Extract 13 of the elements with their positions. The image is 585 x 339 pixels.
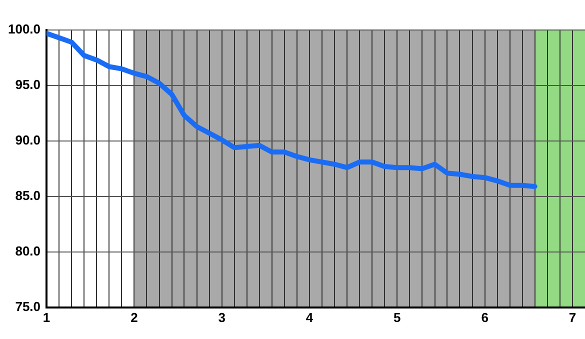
y-tick-label: 100.0 [8,22,41,37]
y-tick-label: 85.0 [15,188,41,204]
x-tick-label: 6 [481,310,488,325]
y-tick-label: 95.0 [15,77,41,92]
y-tick-label: 75.0 [15,298,41,314]
y-tick-label: 90.0 [15,132,41,148]
x-tick-label: 7 [568,310,576,325]
x-tick-label: 2 [130,310,138,325]
x-tick-label: 4 [306,310,314,325]
x-tick-label: 5 [394,310,401,325]
y-tick-label: 80.0 [15,244,41,258]
x-tick-label: 3 [218,310,226,325]
x-tick-label: 1 [42,310,50,325]
